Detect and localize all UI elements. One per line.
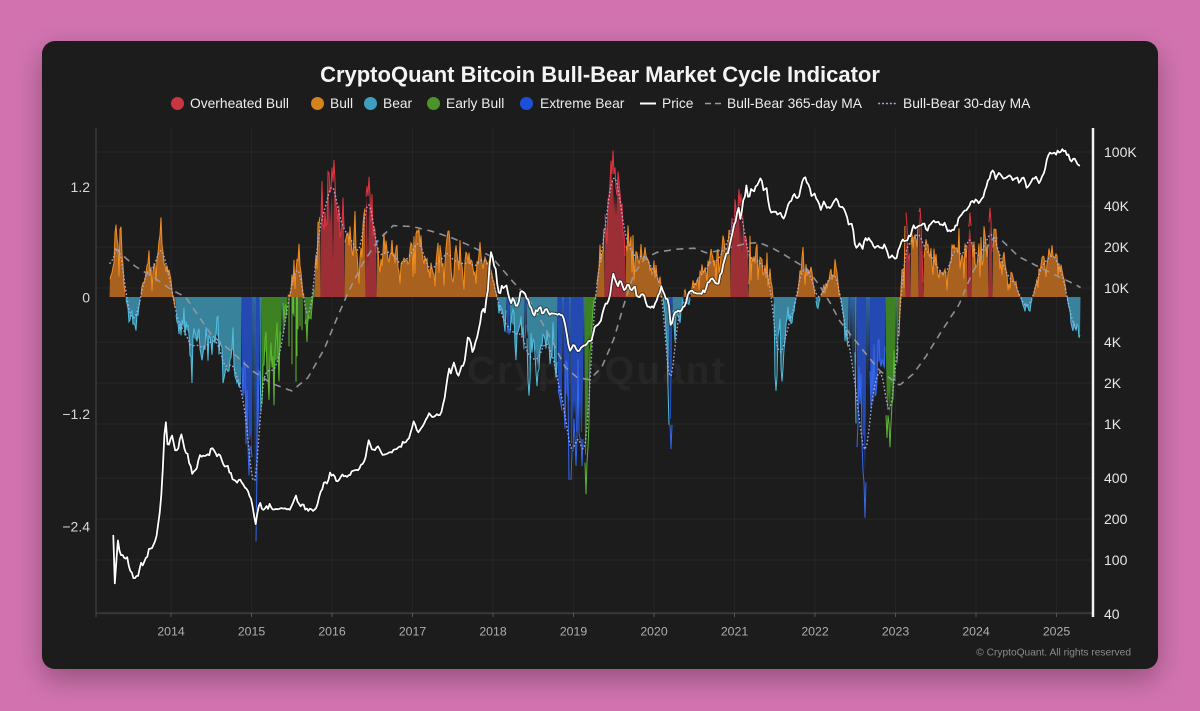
svg-text:10K: 10K xyxy=(1104,280,1130,296)
svg-text:400: 400 xyxy=(1104,470,1128,486)
svg-text:2017: 2017 xyxy=(399,625,427,639)
svg-text:Bull-Bear 30-day MA: Bull-Bear 30-day MA xyxy=(903,96,1031,111)
svg-text:2022: 2022 xyxy=(801,625,829,639)
svg-text:40K: 40K xyxy=(1104,198,1130,214)
svg-text:0: 0 xyxy=(82,290,90,306)
svg-text:−2.4: −2.4 xyxy=(62,519,90,535)
svg-text:2016: 2016 xyxy=(318,625,346,639)
svg-text:200: 200 xyxy=(1104,511,1128,527)
svg-text:Overheated Bull: Overheated Bull xyxy=(190,96,289,111)
svg-text:40: 40 xyxy=(1104,606,1120,622)
svg-text:Extreme Bear: Extreme Bear xyxy=(540,96,625,111)
svg-text:Bear: Bear xyxy=(383,96,413,111)
svg-text:Early Bull: Early Bull xyxy=(446,96,504,111)
svg-text:CryptoQuant: CryptoQuant xyxy=(467,350,727,392)
svg-text:© CryptoQuant. All rights rese: © CryptoQuant. All rights reserved xyxy=(976,648,1131,659)
svg-text:2023: 2023 xyxy=(882,625,910,639)
svg-text:4K: 4K xyxy=(1104,334,1122,350)
svg-text:2021: 2021 xyxy=(721,625,749,639)
svg-text:Bull-Bear 365-day MA: Bull-Bear 365-day MA xyxy=(727,96,863,111)
svg-text:CryptoQuant Bitcoin Bull-Bear: CryptoQuant Bitcoin Bull-Bear Market Cyc… xyxy=(320,62,880,87)
svg-text:20K: 20K xyxy=(1104,239,1130,255)
svg-text:Price: Price xyxy=(662,96,694,111)
svg-text:2014: 2014 xyxy=(157,625,185,639)
svg-text:2015: 2015 xyxy=(238,625,266,639)
svg-text:100K: 100K xyxy=(1104,144,1137,160)
svg-text:2019: 2019 xyxy=(560,625,588,639)
svg-text:2018: 2018 xyxy=(479,625,507,639)
svg-text:−1.2: −1.2 xyxy=(62,406,90,422)
svg-text:2020: 2020 xyxy=(640,625,668,639)
svg-text:1.2: 1.2 xyxy=(71,179,91,195)
svg-text:100: 100 xyxy=(1104,552,1128,568)
svg-text:Bull: Bull xyxy=(330,96,353,111)
svg-text:2025: 2025 xyxy=(1043,625,1071,639)
svg-text:1K: 1K xyxy=(1104,416,1122,432)
svg-text:2K: 2K xyxy=(1104,375,1122,391)
svg-text:2024: 2024 xyxy=(962,625,990,639)
